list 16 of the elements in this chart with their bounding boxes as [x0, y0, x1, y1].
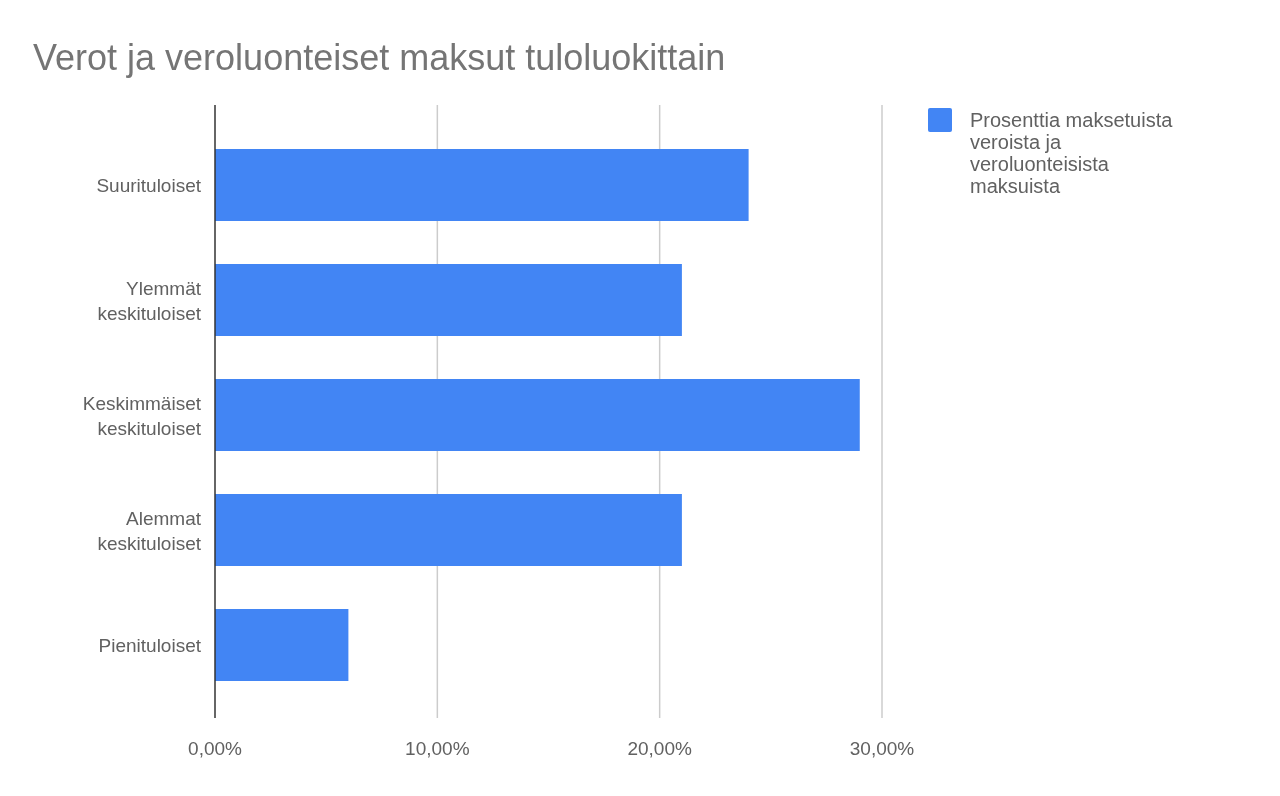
- y-tick-label: Suurituloiset: [96, 175, 202, 196]
- bar: [215, 379, 860, 451]
- y-tick-label: Pienituloiset: [98, 635, 202, 656]
- x-tick-label: 20,00%: [627, 738, 692, 759]
- legend-label: Prosenttia maksetuista veroista ja veroluonteisista maksuista: [970, 109, 1174, 197]
- chart-title: Verot ja veroluonteiset maksut tuloluokittain: [33, 37, 726, 78]
- x-tick-label: 30,00%: [849, 738, 915, 759]
- y-tick-label: Alemmat keskituloiset: [97, 507, 202, 554]
- bar: [215, 494, 682, 566]
- bar: [215, 609, 349, 681]
- y-tick-label: Keskimmäiset keskituloiset: [82, 392, 202, 439]
- x-tick-label: 10,00%: [405, 738, 470, 759]
- y-tick-label: Ylemmät keskituloiset: [97, 277, 202, 324]
- x-tick-label: 0,00%: [188, 738, 243, 759]
- bar: [215, 149, 749, 221]
- bar: [215, 264, 682, 336]
